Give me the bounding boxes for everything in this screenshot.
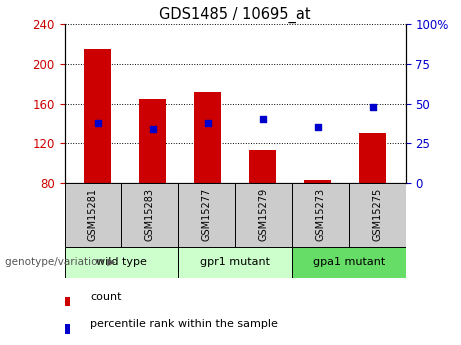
Bar [178,183,235,247]
Text: genotype/variation ▶: genotype/variation ▶ [5,257,115,267]
Point [369,104,376,109]
Bar [304,180,331,183]
Text: GSM15279: GSM15279 [259,188,269,241]
Bar [249,150,277,183]
Bar [194,92,221,183]
Bar [121,183,178,247]
Bar [65,297,70,306]
Text: percentile rank within the sample: percentile rank within the sample [90,319,278,329]
Text: gpr1 mutant: gpr1 mutant [200,257,270,267]
Text: gpa1 mutant: gpa1 mutant [313,257,385,267]
Point [314,125,321,130]
Bar [84,49,111,183]
Text: count: count [90,292,122,302]
Bar [178,247,292,278]
Bar [139,99,166,183]
Bar [349,183,406,247]
Title: GDS1485 / 10695_at: GDS1485 / 10695_at [160,7,311,23]
Bar [292,183,349,247]
Point [94,120,101,125]
Bar [235,183,292,247]
Text: GSM15273: GSM15273 [315,188,325,241]
Text: GSM15277: GSM15277 [201,188,212,241]
Point [204,120,211,125]
Text: GSM15281: GSM15281 [88,188,98,241]
Text: GSM15275: GSM15275 [372,188,382,241]
Bar [292,247,406,278]
Point [149,126,156,132]
Bar [359,133,386,183]
Bar [65,183,121,247]
Text: wild type: wild type [96,257,147,267]
Bar [65,324,70,334]
Point [259,117,266,122]
Text: GSM15283: GSM15283 [145,188,155,241]
Bar [65,247,178,278]
